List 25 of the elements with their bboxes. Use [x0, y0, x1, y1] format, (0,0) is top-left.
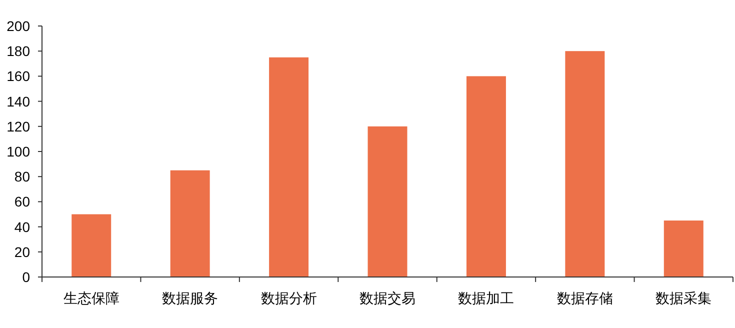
bar — [565, 51, 605, 277]
x-tick-label: 生态保障 — [63, 290, 120, 306]
y-tick-label: 160 — [6, 68, 30, 84]
bar — [72, 214, 112, 277]
x-tick-label: 数据采集 — [656, 290, 712, 306]
bar — [170, 170, 210, 277]
y-tick-label: 80 — [14, 168, 30, 185]
bar — [269, 57, 309, 277]
x-tick-label: 数据分析 — [260, 290, 317, 306]
bar — [368, 126, 408, 277]
y-tick-label: 60 — [14, 194, 30, 210]
y-tick-label: 180 — [6, 43, 30, 60]
y-tick-label: 120 — [6, 118, 30, 134]
x-tick-label: 数据服务 — [162, 290, 218, 306]
x-tick-label: 数据存储 — [556, 290, 613, 306]
bar — [664, 220, 704, 277]
y-tick-label: 40 — [14, 218, 30, 235]
x-tick-label: 数据加工 — [458, 290, 514, 306]
bar — [466, 76, 506, 277]
y-tick-label: 200 — [6, 18, 30, 34]
x-tick-label: 数据交易 — [360, 290, 416, 306]
y-tick-label: 20 — [14, 244, 30, 260]
y-tick-label: 0 — [22, 269, 30, 285]
y-tick-label: 100 — [6, 144, 30, 160]
y-tick-label: 140 — [6, 93, 30, 110]
